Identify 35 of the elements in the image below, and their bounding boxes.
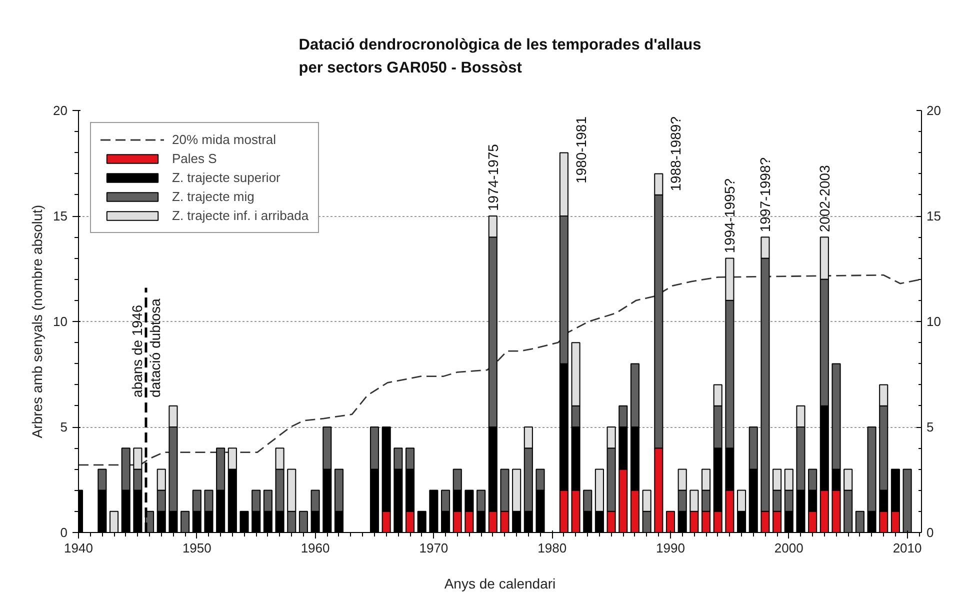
x-tick-label: 1940 xyxy=(64,540,93,556)
ref-line-label: abans de 1946 xyxy=(128,304,145,398)
y2-tick-label: 20 xyxy=(926,103,941,118)
legend-label: Z. trajecte mig xyxy=(172,189,254,204)
annotation: 1980-1981 xyxy=(572,116,589,184)
x-tick-label: 2000 xyxy=(774,540,804,556)
y-axis-title: Arbres amb senyals (nombre absolut) xyxy=(29,204,46,438)
annotation: 1994-1995? xyxy=(722,178,738,254)
annotation: datació dubtosa xyxy=(146,298,163,398)
x-tick-label: 1950 xyxy=(182,540,212,556)
y2-tick-label: 0 xyxy=(926,525,934,540)
y-tick-label: 15 xyxy=(53,208,68,224)
annotation: 2002-2003 xyxy=(816,164,832,232)
chart-title: Datació dendrocronològica de les temporades d'allaus per sectors GAR050 - Bossòst xyxy=(298,36,702,76)
y-tick-label: 10 xyxy=(53,314,68,329)
x-tick-label: 2010 xyxy=(892,540,922,556)
x-tick-label: 1990 xyxy=(656,540,685,556)
y2-tick-label: 15 xyxy=(926,208,941,224)
y2-tick-label: 5 xyxy=(926,420,934,434)
legend-label: Pales S xyxy=(172,151,217,166)
annotation: 1988-1989? xyxy=(668,116,684,192)
y-tick-label: 20 xyxy=(53,103,68,118)
legend-label: Z. trajecte superior xyxy=(172,170,280,185)
y-tick-label: 0 xyxy=(60,525,68,540)
legend-label: 20% mida mostral xyxy=(172,132,276,147)
line-series xyxy=(78,274,922,466)
x-axis-title: Anys de calendari xyxy=(444,576,556,592)
annotation: 1997-1998? xyxy=(757,157,774,232)
y-tick-label: 5 xyxy=(60,420,68,434)
legend-label: Z. trajecte inf. i arribada xyxy=(172,208,309,223)
y2-tick-label: 10 xyxy=(926,314,941,329)
x-tick-label: 1960 xyxy=(300,540,330,556)
x-tick-label: 1980 xyxy=(538,540,567,556)
x-tick-label: 1970 xyxy=(419,540,448,556)
annotation: 1974-1975 xyxy=(484,144,501,211)
